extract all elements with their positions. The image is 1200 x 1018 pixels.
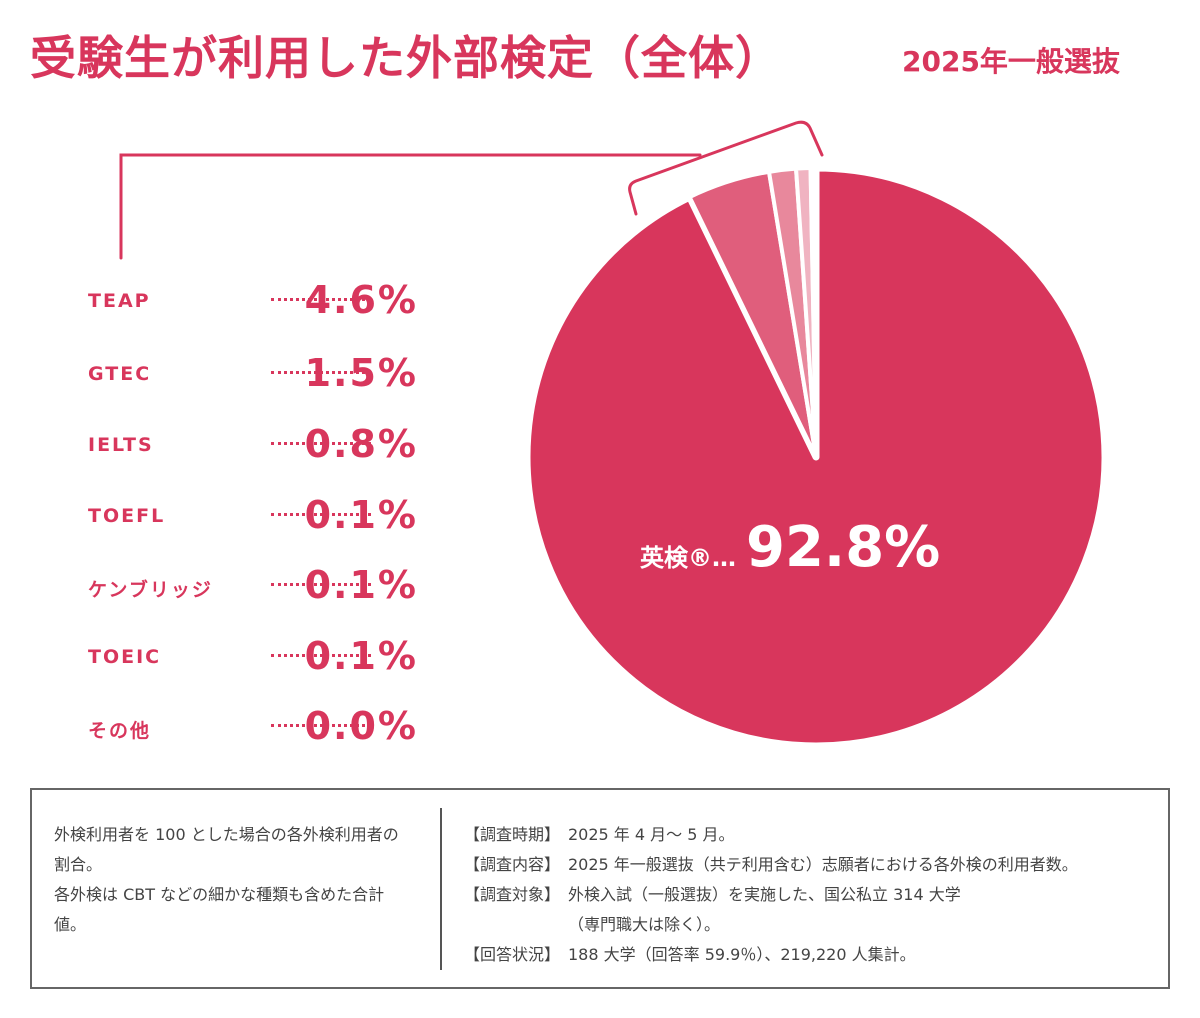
main-slice-name: 英検® — [640, 544, 712, 572]
divider — [440, 808, 442, 970]
main-slice-ellipsis: … — [712, 544, 736, 572]
leader-dots — [271, 359, 371, 374]
pie-chart — [119, 120, 1105, 746]
chart-title: 受験生が利用した外部検定（全体） — [30, 31, 782, 85]
chart-subtitle: 2025年一般選抜 — [902, 45, 1120, 78]
survey-row: 【調査内容】 2025 年一般選抜（共テ利用含む）志願者における各外検の利用者数。 — [464, 855, 1078, 874]
leader-dots — [271, 501, 371, 516]
leader-dots — [271, 286, 371, 301]
legend-value: 0.1% — [304, 563, 418, 607]
legend-row: GTEC 1.5% — [88, 351, 418, 395]
callout-bracket — [119, 120, 824, 260]
legend-label: ケンブリッジ — [88, 579, 213, 601]
legend-label: TOEIC — [88, 646, 162, 668]
legend-row: TOEIC 0.1% — [88, 634, 418, 678]
legend-label: IELTS — [88, 434, 154, 456]
legend-label: GTEC — [88, 363, 152, 385]
note-text: 各外検は CBT などの細かな種類も含めた合計値。 — [54, 885, 385, 934]
leader-dots — [271, 430, 371, 445]
legend-value: 0.1% — [304, 634, 418, 678]
leader-dots — [271, 712, 371, 727]
legend-row: その他 0.0% — [88, 704, 418, 748]
notes-left: 外検利用者を 100 とした場合の各外検利用者の割合。 各外検は CBT などの… — [54, 820, 414, 940]
main-slice-value: 92.8% — [746, 515, 941, 580]
leader-dots — [271, 571, 371, 586]
legend-label: TEAP — [88, 290, 151, 312]
legend-value: 0.8% — [304, 422, 418, 466]
legend-row: ケンブリッジ 0.1% — [88, 563, 418, 607]
legend-row: IELTS 0.8% — [88, 422, 418, 466]
notes-right: 【調査時期】 2025 年 4 月～ 5 月。 【調査内容】 2025 年一般選抜（… — [464, 820, 1078, 970]
legend-label: TOEFL — [88, 505, 166, 527]
legend-value: 4.6% — [304, 278, 418, 322]
legend-value: 0.0% — [304, 704, 418, 748]
main-slice-label: 英検®… 92.8% — [640, 515, 940, 580]
note-text: 外検利用者を 100 とした場合の各外検利用者の割合。 — [54, 825, 399, 874]
legend-label: その他 — [88, 720, 152, 742]
legend-value: 0.1% — [304, 493, 418, 537]
legend-row: TEAP 4.6% — [88, 278, 418, 322]
survey-row: （専門職大は除く）。 — [568, 915, 721, 934]
survey-row: 【回答状況】 188 大学（回答率 59.9％）、219,220 人集計。 — [464, 945, 916, 964]
survey-row: 【調査対象】 外検入試（一般選抜）を実施した、国公私立 314 大学 — [464, 885, 961, 904]
pie-slice-6 — [812, 166, 818, 459]
notes-box: 外検利用者を 100 とした場合の各外検利用者の割合。 各外検は CBT などの… — [30, 788, 1170, 989]
legend-row: TOEFL 0.1% — [88, 493, 418, 537]
survey-row: 【調査時期】 2025 年 4 月～ 5 月。 — [464, 825, 735, 844]
leader-dots — [271, 642, 371, 657]
legend-value: 1.5% — [304, 351, 418, 395]
